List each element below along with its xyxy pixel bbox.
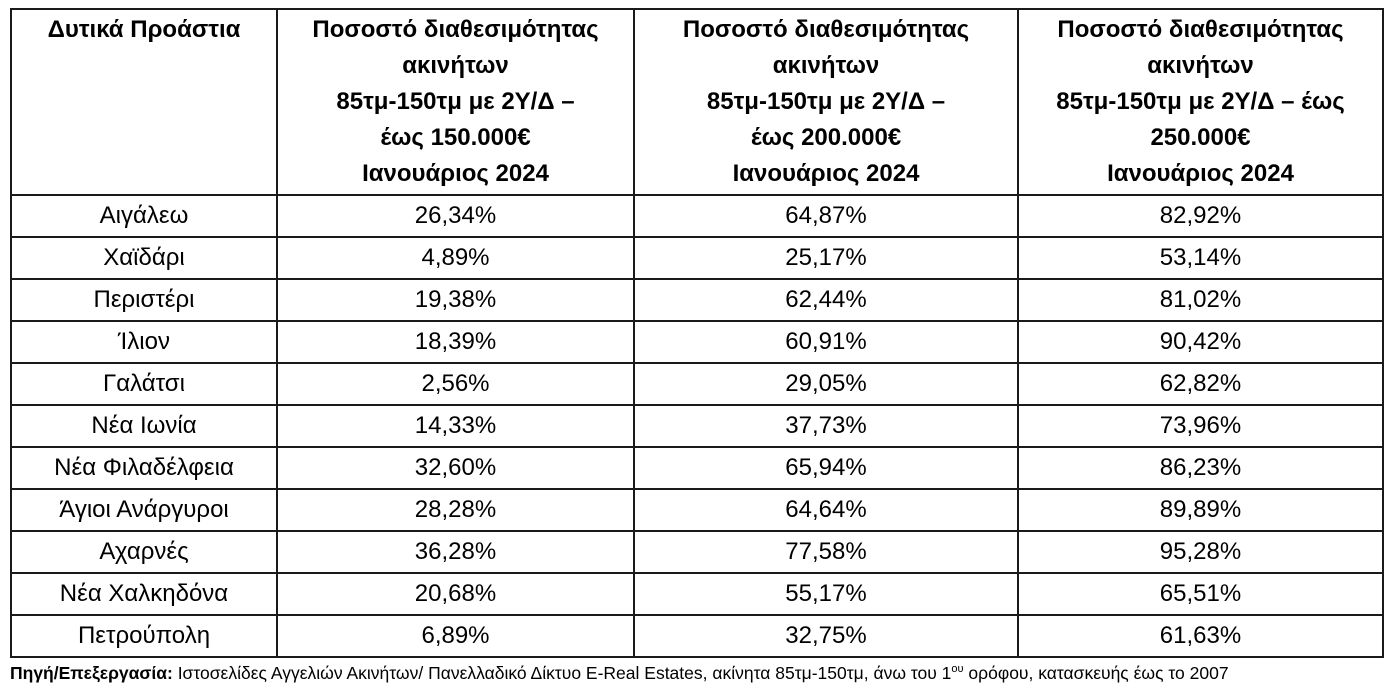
value-200k-cell: 32,75% <box>633 614 1019 658</box>
table-row: Αχαρνές 36,28% 77,58% 95,28% <box>10 530 1384 574</box>
value-250k-cell: 81,02% <box>1017 278 1384 322</box>
value-200k-cell: 25,17% <box>633 236 1019 280</box>
value-150k-cell: 2,56% <box>276 362 635 406</box>
value-250k-cell: 65,51% <box>1017 572 1384 616</box>
value-200k-cell: 29,05% <box>633 362 1019 406</box>
value-150k-cell: 20,68% <box>276 572 635 616</box>
district-cell: Ίλιον <box>10 320 278 364</box>
source-note-superscript: ου <box>951 663 964 676</box>
value-250k-cell: 61,63% <box>1017 614 1384 658</box>
value-150k-cell: 6,89% <box>276 614 635 658</box>
header-250k: Ποσοστό διαθεσιμότητας ακινήτων 85τμ-150… <box>1017 8 1384 196</box>
table-row: Νέα Φιλαδέλφεια 32,60% 65,94% 86,23% <box>10 446 1384 490</box>
table-row: Χαϊδάρι 4,89% 25,17% 53,14% <box>10 236 1384 280</box>
value-200k-cell: 65,94% <box>633 446 1019 490</box>
district-cell: Περιστέρι <box>10 278 278 322</box>
value-200k-cell: 55,17% <box>633 572 1019 616</box>
district-cell: Άγιοι Ανάργυροι <box>10 488 278 532</box>
value-150k-cell: 26,34% <box>276 194 635 238</box>
value-250k-cell: 82,92% <box>1017 194 1384 238</box>
value-250k-cell: 53,14% <box>1017 236 1384 280</box>
district-cell: Νέα Φιλαδέλφεια <box>10 446 278 490</box>
table-row: Άγιοι Ανάργυροι 28,28% 64,64% 89,89% <box>10 488 1384 532</box>
value-150k-cell: 4,89% <box>276 236 635 280</box>
district-cell: Νέα Χαλκηδόνα <box>10 572 278 616</box>
value-200k-cell: 62,44% <box>633 278 1019 322</box>
value-150k-cell: 32,60% <box>276 446 635 490</box>
table-row: Νέα Χαλκηδόνα 20,68% 55,17% 65,51% <box>10 572 1384 616</box>
source-note: Πηγή/Επεξεργασία: Ιστοσελίδες Αγγελιών Α… <box>10 661 1382 685</box>
value-250k-cell: 95,28% <box>1017 530 1384 574</box>
value-250k-cell: 90,42% <box>1017 320 1384 364</box>
value-200k-cell: 64,87% <box>633 194 1019 238</box>
table-row: Πετρούπολη 6,89% 32,75% 61,63% <box>10 614 1384 658</box>
source-note-text: Ιστοσελίδες Αγγελιών Ακινήτων/ Πανελλαδι… <box>172 663 952 683</box>
value-150k-cell: 19,38% <box>276 278 635 322</box>
value-200k-cell: 64,64% <box>633 488 1019 532</box>
district-cell: Νέα Ιωνία <box>10 404 278 448</box>
availability-table: Δυτικά Προάστια Ποσοστό διαθεσιμότητας α… <box>10 8 1384 658</box>
table-row: Νέα Ιωνία 14,33% 37,73% 73,96% <box>10 404 1384 448</box>
table-row: Ίλιον 18,39% 60,91% 90,42% <box>10 320 1384 364</box>
table-row: Γαλάτσι 2,56% 29,05% 62,82% <box>10 362 1384 406</box>
value-150k-cell: 18,39% <box>276 320 635 364</box>
table-header-row: Δυτικά Προάστια Ποσοστό διαθεσιμότητας α… <box>10 8 1384 196</box>
value-150k-cell: 14,33% <box>276 404 635 448</box>
header-200k: Ποσοστό διαθεσιμότητας ακινήτων 85τμ-150… <box>633 8 1019 196</box>
district-cell: Αιγάλεω <box>10 194 278 238</box>
value-150k-cell: 36,28% <box>276 530 635 574</box>
source-note-text-end: ορόφου, κατασκευής έως το 2007 <box>963 663 1229 683</box>
district-cell: Γαλάτσι <box>10 362 278 406</box>
table-row: Αιγάλεω 26,34% 64,87% 82,92% <box>10 194 1384 238</box>
district-cell: Χαϊδάρι <box>10 236 278 280</box>
district-cell: Αχαρνές <box>10 530 278 574</box>
value-250k-cell: 62,82% <box>1017 362 1384 406</box>
value-250k-cell: 86,23% <box>1017 446 1384 490</box>
value-200k-cell: 77,58% <box>633 530 1019 574</box>
district-cell: Πετρούπολη <box>10 614 278 658</box>
header-district: Δυτικά Προάστια <box>10 8 278 196</box>
value-250k-cell: 73,96% <box>1017 404 1384 448</box>
table-row: Περιστέρι 19,38% 62,44% 81,02% <box>10 278 1384 322</box>
value-200k-cell: 60,91% <box>633 320 1019 364</box>
value-200k-cell: 37,73% <box>633 404 1019 448</box>
value-150k-cell: 28,28% <box>276 488 635 532</box>
value-250k-cell: 89,89% <box>1017 488 1384 532</box>
header-150k: Ποσοστό διαθεσιμότητας ακινήτων 85τμ-150… <box>276 8 635 196</box>
source-note-label: Πηγή/Επεξεργασία: <box>10 663 173 683</box>
